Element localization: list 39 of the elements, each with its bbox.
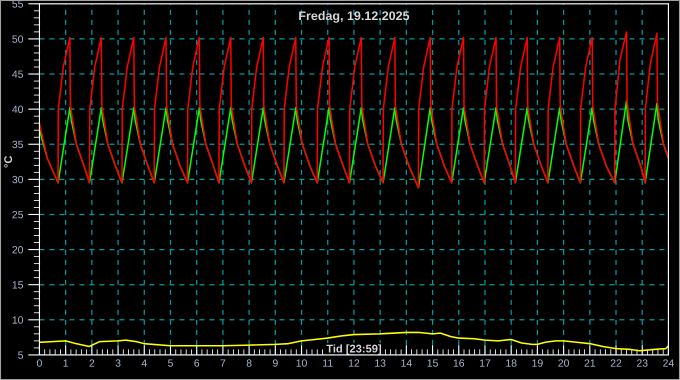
x-tick-label: 1	[64, 359, 68, 367]
y-tick-label: 15	[12, 281, 24, 289]
x-tick-label: 24	[663, 359, 674, 367]
x-tick-label: 19	[532, 359, 543, 367]
x-axis-title: Tid [23:59]	[326, 344, 382, 355]
x-tick-label: 2	[89, 359, 94, 367]
x-tick-label: 20	[558, 359, 569, 367]
line-series	[39, 31, 668, 189]
text: Fredag, 19.12.2025	[299, 10, 410, 23]
x-tick-label: 8	[246, 359, 252, 367]
x-tick-label: 0	[36, 359, 42, 367]
y-tick-label: 50	[12, 35, 24, 43]
x-tick-label: 3	[116, 359, 121, 367]
y-axis-title: °C	[4, 156, 12, 168]
y-tick-label: 45	[12, 70, 24, 78]
y-tick-label: 25	[12, 210, 24, 218]
y-tick-label: 40	[12, 106, 24, 114]
x-tick-label: 6	[194, 359, 200, 367]
x-tick-label: 17	[480, 359, 490, 367]
x-tick-label: 11	[323, 359, 333, 367]
x-tick-label: 16	[454, 359, 464, 367]
y-tick-label: 30	[12, 176, 24, 184]
x-tick-label: 13	[375, 359, 386, 367]
x-tick-label: 14	[401, 359, 412, 367]
x-tick-label: 15	[428, 359, 438, 367]
y-tick-label: 5	[18, 352, 24, 359]
x-tick-label: 5	[168, 359, 173, 367]
x-tick-label: 9	[272, 359, 278, 367]
x-tick-label: 10	[296, 359, 307, 367]
x-tick-label: 12	[348, 359, 360, 367]
x-tick-label: 18	[506, 359, 517, 367]
x-tick-label: 23	[636, 359, 648, 367]
y-tick-label: 20	[12, 246, 24, 254]
y-tick-label: 35	[12, 140, 24, 148]
x-tick-label: 4	[142, 359, 147, 367]
x-tick-label: 21	[584, 359, 596, 367]
y-tick-label: 10	[12, 316, 24, 324]
x-tick-label: 22	[610, 359, 622, 367]
x-tick-label: 7	[220, 359, 226, 367]
